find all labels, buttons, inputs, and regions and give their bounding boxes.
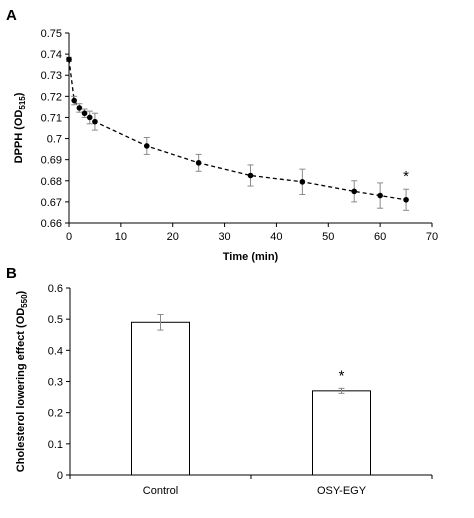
panel-a-label: A <box>6 7 17 24</box>
panel-a-data-point <box>195 160 202 166</box>
panel-a-x-tick-label: 40 <box>270 231 282 243</box>
panel-a-data-point <box>86 114 93 121</box>
panel-a-data-point <box>81 110 88 117</box>
panel-b-category-label: Control <box>143 485 178 497</box>
panel-a-data-point <box>143 143 150 149</box>
panel-b-y-axis-title: Cholesterol lowering effect (OD550) <box>15 290 29 472</box>
panel-a-data-point <box>71 97 77 104</box>
panel-b-bar <box>312 390 371 476</box>
panel-a-x-tick-label: 10 <box>115 231 127 243</box>
panel-a-y-tick-label: 0.66 <box>41 218 62 230</box>
panel-a-significance-star: * <box>403 168 409 185</box>
panel-a-y-tick-label: 0.68 <box>41 176 62 188</box>
panel-a-y-axis-title: DPPH (OD515) <box>13 92 27 163</box>
panel-b-y-tick-label: 0.1 <box>48 439 63 451</box>
panel-a-data-point <box>92 118 98 125</box>
panel-a-x-tick-label: 0 <box>66 231 72 243</box>
panel-a-line-chart: A 0.66 0.67 0.68 0.69 0.7 0.71 0.72 0.73 0.74 0.75… <box>6 7 438 263</box>
panel-a-y-tick-label: 0.74 <box>41 49 62 61</box>
panel-b-category-label: OSY-EGY <box>317 485 367 497</box>
panel-a-x-tick-label: 60 <box>374 231 386 243</box>
panel-a-y-tick-label: 0.73 <box>41 70 62 82</box>
panel-a-x-tick-label: 20 <box>167 231 179 243</box>
panel-a-series-line <box>68 59 407 201</box>
panel-a-data-point <box>403 196 409 203</box>
panel-a-data-point <box>299 179 306 185</box>
panel-a-data-point <box>351 188 358 195</box>
panel-b-bar <box>131 321 190 476</box>
panel-b-y-tick-label: 0.3 <box>48 377 63 389</box>
panel-b-y-tick-label: 0.4 <box>48 345 63 357</box>
panel-a-x-axis-title: Time (min) <box>223 251 279 263</box>
panel-a-y-tick-label: 0.69 <box>41 155 62 167</box>
panel-a-x-tick-label: 70 <box>426 231 438 243</box>
panel-b-label: B <box>6 265 17 282</box>
panel-a-y-tick-label: 0.67 <box>41 197 62 209</box>
panel-b-y-tick-label: 0.2 <box>48 408 63 420</box>
panel-b-y-tick-label: 0.5 <box>48 314 63 326</box>
panel-a-y-tick-label: 0.72 <box>41 91 62 103</box>
panel-b-significance-star: * <box>339 367 345 384</box>
panel-b-y-tick-label: 0.6 <box>48 283 63 295</box>
panel-a-y-tick-label: 0.7 <box>47 134 62 146</box>
panel-a-x-tick-label: 50 <box>322 231 334 243</box>
panel-a-y-tick-label: 0.75 <box>41 28 62 40</box>
panel-a-data-point <box>66 56 72 63</box>
panel-b-y-tick-label: 0 <box>57 470 63 482</box>
panel-b-bar-chart: B 0 0.1 0.2 0.3 0.4 0.5 0.6 Cholesterol lowering… <box>6 265 433 497</box>
panel-a-x-tick-label: 30 <box>218 231 230 243</box>
panel-a-data-point <box>76 105 83 111</box>
panel-a-data-point <box>377 192 383 199</box>
panel-a-y-tick-label: 0.71 <box>41 112 62 124</box>
panel-a-data-point <box>247 172 254 179</box>
